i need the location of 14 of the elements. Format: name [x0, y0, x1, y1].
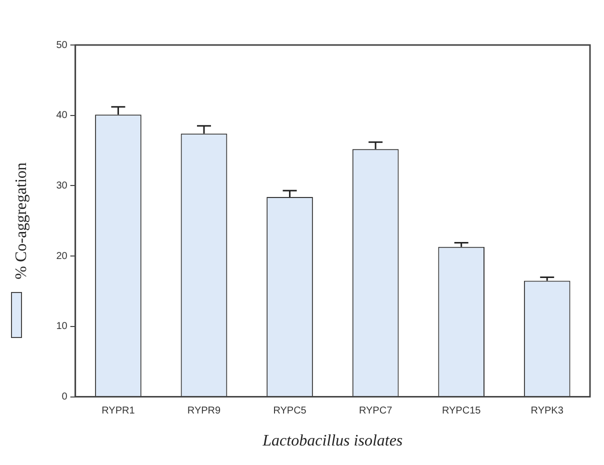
- x-tick-label: RYPK3: [530, 406, 564, 417]
- y-tick-label: 10: [56, 321, 68, 332]
- y-tick-label: 50: [56, 40, 68, 51]
- y-tick-label: 0: [62, 392, 68, 403]
- y-axis-title: % Co-aggregation: [12, 162, 30, 280]
- x-tick-label: RYPC15: [442, 406, 482, 417]
- y-tick-label: 20: [56, 250, 68, 262]
- x-tick-label: RYPC7: [358, 406, 393, 417]
- x-tick-label: RYPR1: [102, 406, 136, 417]
- y-tick-label: 30: [56, 180, 68, 192]
- x-tick-label: RYPR9: [187, 406, 222, 417]
- x-axis-title: Lactobacillus isolates: [262, 432, 403, 450]
- x-tick-label: RYPC5: [273, 406, 307, 417]
- y-tick-label: 40: [56, 110, 68, 122]
